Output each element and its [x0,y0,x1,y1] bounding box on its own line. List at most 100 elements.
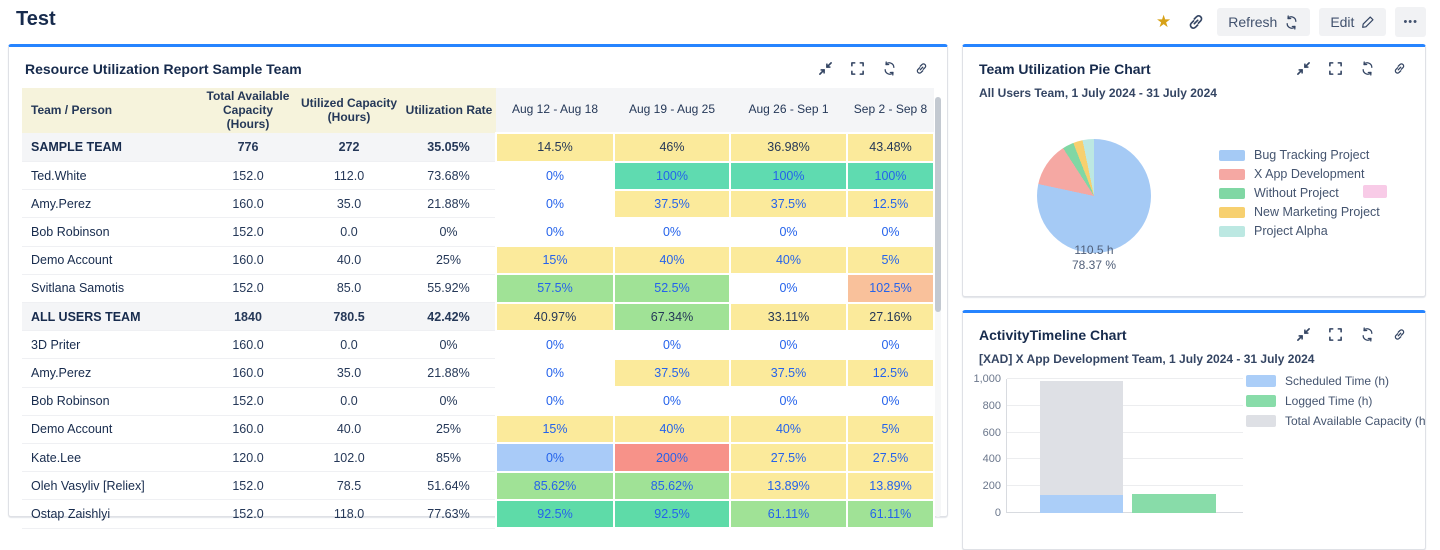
table-scrollbar [935,97,941,517]
week-utilization-cell[interactable]: 5% [846,245,935,276]
logged-bar[interactable] [1132,494,1216,513]
panel-header: Resource Utilization Report Sample Team [9,47,947,86]
refresh-button[interactable]: Refresh [1217,8,1311,36]
week-utilization-cell[interactable]: 0% [729,273,848,304]
week-utilization-cell[interactable]: 0% [729,386,848,417]
capacity-bar[interactable] [1040,381,1123,513]
week-utilization-cell[interactable]: 85.62% [613,470,731,501]
week-utilization-cell[interactable]: 61.11% [729,498,848,530]
pie-legend-item[interactable]: X App Development [1219,167,1380,181]
week-utilization-cell[interactable]: 200% [613,442,731,473]
week-utilization-cell[interactable]: 13.89% [846,470,935,501]
week-utilization-cell[interactable]: 0% [846,216,935,248]
edit-button[interactable]: Edit [1319,8,1387,36]
panel-link-button[interactable] [912,59,931,78]
week-utilization-cell[interactable]: 0% [495,160,615,191]
pie-legend-item[interactable]: Project Alpha [1219,224,1380,238]
panel-icon-group [1294,59,1409,78]
week-utilization-cell[interactable]: 40% [613,414,731,445]
share-link-button[interactable] [1184,10,1208,34]
week-utilization-cell: 27.16% [846,301,935,332]
week-utilization-cell[interactable]: 0% [613,386,731,417]
panel-refresh-button[interactable] [1358,59,1377,78]
week-utilization-cell[interactable]: 37.5% [613,188,731,219]
table-header-row: Team / Person Total Available Capacity (H… [22,88,934,134]
collapse-button[interactable] [1294,325,1313,344]
table-row: 3D Priter 160.0 0.0 0% 0% 0% 0% 0% [22,329,935,360]
more-options-button[interactable]: ••• [1395,7,1426,37]
collapse-button[interactable] [816,59,835,78]
week-utilization-cell[interactable]: 102.5% [846,273,935,304]
collapse-icon [1297,62,1310,75]
table-row: Oleh Vasyliv [Reliex] 152.0 78.5 51.64% 85.6… [22,470,935,501]
week-utilization-cell[interactable]: 85.62% [495,470,615,501]
week-utilization-cell[interactable]: 57.5% [495,273,615,304]
week-utilization-cell[interactable]: 0% [846,386,935,417]
week-utilization-cell[interactable]: 0% [495,442,615,473]
bar-legend-item[interactable]: Total Available Capacity (h) [1246,414,1425,428]
week-utilization-cell[interactable]: 0% [613,329,731,360]
bar-legend-item[interactable]: Scheduled Time (h) [1246,374,1425,388]
week-utilization-cell[interactable]: 0% [495,329,615,360]
utilized-capacity-value: 780.5 [296,302,402,332]
week-utilization-cell[interactable]: 15% [495,245,615,276]
table-row: Demo Account 160.0 40.0 25% 15% 40% 40% 5% [22,245,935,276]
legend-color-swatch [1219,225,1245,237]
week-utilization-cell[interactable]: 0% [495,386,615,417]
utilized-capacity-value: 0.0 [296,217,402,247]
week-utilization-cell[interactable]: 100% [613,160,731,191]
week-utilization-cell[interactable]: 0% [729,216,848,248]
week-utilization-cell[interactable]: 12.5% [846,188,935,219]
table-row: Demo Account 160.0 40.0 25% 15% 40% 40% 5% [22,414,935,445]
panel-refresh-button[interactable] [1358,325,1377,344]
week-utilization-cell[interactable]: 0% [495,216,615,248]
panel-link-button[interactable] [1390,59,1409,78]
scheduled-bar[interactable] [1040,494,1123,513]
favorite-star-icon[interactable]: ★ [1156,12,1172,31]
utilization-rate-value: 21.88% [402,358,496,388]
y-axis-tick-label: 400 [982,453,1001,466]
pie-legend-item[interactable]: New Marketing Project [1219,205,1380,219]
utilization-rate-value: 51.64% [402,471,496,501]
week-utilization-cell[interactable]: 40% [729,414,848,445]
week-utilization-cell[interactable]: 27.5% [846,442,935,473]
refresh-icon [884,61,895,76]
fullscreen-button[interactable] [1326,59,1345,78]
pie-legend-item[interactable]: Without Project [1219,186,1380,200]
week-utilization-cell[interactable]: 40% [729,245,848,276]
panel-link-button[interactable] [1390,325,1409,344]
fullscreen-button[interactable] [1326,325,1345,344]
bar-legend-item[interactable]: Logged Time (h) [1246,394,1425,408]
person-name: SAMPLE TEAM [22,133,200,163]
panel-refresh-button[interactable] [880,59,899,78]
week-utilization-cell[interactable]: 61.11% [846,498,935,530]
week-utilization-cell: 67.34% [613,301,731,332]
week-utilization-cell[interactable]: 27.5% [729,442,848,473]
week-utilization-cell[interactable]: 0% [613,216,731,248]
week-utilization-cell[interactable]: 52.5% [613,273,731,304]
y-axis-tick-label: 600 [982,426,1001,439]
collapse-button[interactable] [1294,59,1313,78]
week-utilization-cell[interactable]: 0% [495,357,615,389]
pie-legend-item[interactable]: Bug Tracking Project [1219,148,1380,162]
week-utilization-cell[interactable]: 15% [495,414,615,445]
week-utilization-cell[interactable]: 92.5% [613,498,731,530]
week-utilization-cell[interactable]: 13.89% [729,470,848,501]
week-utilization-cell[interactable]: 12.5% [846,357,935,389]
week-utilization-cell[interactable]: 92.5% [495,498,615,530]
pie-chart[interactable] [1037,139,1151,253]
week-utilization-cell[interactable]: 0% [729,329,848,360]
scrollbar-thumb[interactable] [935,97,941,312]
week-utilization-cell[interactable]: 100% [846,160,935,191]
week-utilization-cell[interactable]: 37.5% [729,188,848,219]
week-utilization-cell[interactable]: 37.5% [729,357,848,389]
total-capacity-value: 160.0 [200,189,296,219]
week-utilization-cell[interactable]: 0% [846,329,935,360]
week-utilization-cell[interactable]: 100% [729,160,848,191]
timeline-bar-chart: 0 200 400 600 800 1,000 Scheduled Time (h) Log… [963,313,1425,549]
week-utilization-cell[interactable]: 0% [495,188,615,219]
fullscreen-button[interactable] [848,59,867,78]
week-utilization-cell[interactable]: 40% [613,245,731,276]
week-utilization-cell[interactable]: 5% [846,414,935,445]
week-utilization-cell[interactable]: 37.5% [613,357,731,389]
